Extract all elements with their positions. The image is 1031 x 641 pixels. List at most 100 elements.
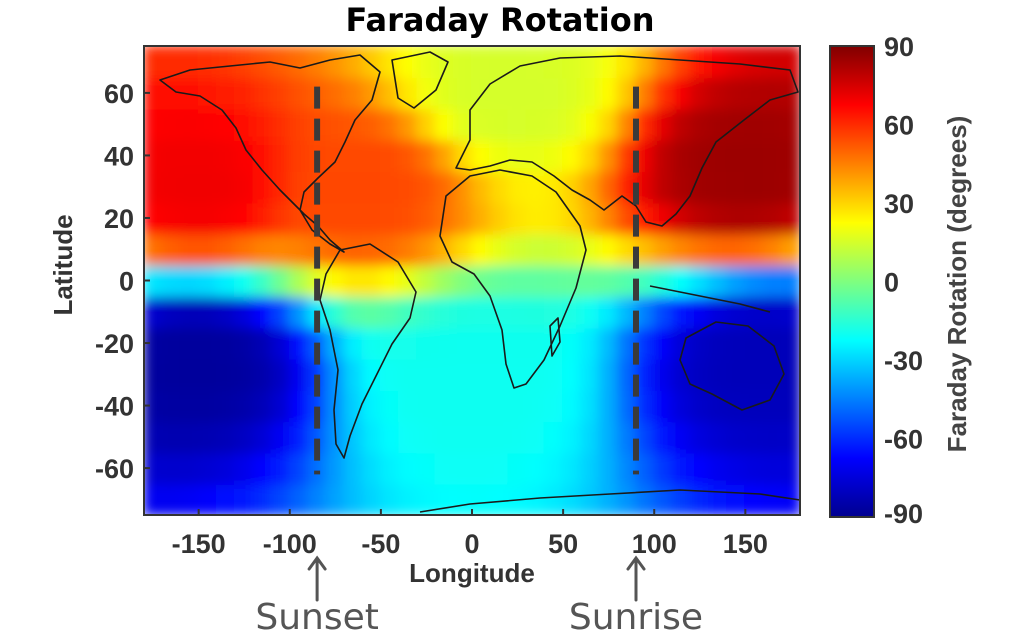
heatmap-cell [507, 201, 528, 235]
colorbar-tick-label: -30 [884, 346, 923, 376]
heatmap-cell [452, 46, 473, 79]
heatmap-cell [343, 451, 364, 485]
colorbar [829, 45, 875, 518]
heatmap-cell [197, 138, 218, 173]
heatmap-cell [489, 76, 510, 110]
heatmap-cell [197, 107, 218, 141]
heatmap-cell [343, 138, 364, 173]
heatmap-cell [434, 420, 455, 454]
heatmap-cell [270, 295, 291, 329]
heatmap-cell [762, 451, 783, 485]
heatmap-cell [489, 170, 510, 204]
heatmap-cell [707, 295, 729, 329]
heatmap-cell [780, 420, 800, 454]
heatmap-cell [689, 388, 710, 423]
heatmap-cell [471, 451, 492, 485]
heatmap-cell [671, 138, 692, 173]
heatmap-cell [379, 263, 401, 298]
heatmap-cell [452, 295, 473, 329]
heatmap-cell [234, 46, 255, 79]
heatmap-cell [616, 138, 637, 173]
heatmap-cell [616, 326, 637, 360]
heatmap-cell [653, 451, 674, 485]
heatmap-cell [489, 138, 510, 173]
heatmap-cell [635, 295, 656, 329]
x-tick-label: 0 [464, 529, 479, 559]
heatmap-cell [616, 232, 637, 266]
heatmap-cell [197, 263, 218, 298]
heatmap-cell [197, 357, 218, 391]
heatmap-cell [489, 326, 510, 360]
heatmap-cell [307, 451, 328, 485]
heatmap-cell [252, 138, 273, 173]
heatmap-cell [489, 420, 510, 454]
heatmap-cell [671, 326, 692, 360]
heatmap-cell [379, 201, 401, 235]
heatmap-cell [215, 46, 237, 79]
heatmap-cell [361, 295, 382, 329]
heatmap-cell [288, 46, 309, 79]
heatmap-cell [288, 263, 309, 298]
y-axis-label: Latitude [48, 214, 78, 315]
heatmap-cell [635, 201, 656, 235]
heatmap-cell [744, 420, 765, 454]
heatmap-cell [416, 326, 437, 360]
heatmap-cell [489, 263, 510, 298]
heatmap-cell [598, 326, 619, 360]
heatmap-cell [616, 201, 637, 235]
heatmap-cell [343, 326, 364, 360]
heatmap-cell [434, 357, 455, 391]
heatmap-cell [144, 482, 164, 515]
heatmap-cell [215, 76, 237, 110]
heatmap-cell [653, 420, 674, 454]
heatmap-cell [653, 76, 674, 110]
heatmap-cell [270, 482, 291, 515]
heatmap-cell [234, 357, 255, 391]
heatmap-cell [543, 388, 565, 423]
heatmap-cell [398, 201, 419, 235]
heatmap-cell [215, 107, 237, 141]
heatmap-cell [234, 201, 255, 235]
heatmap-cell [288, 420, 309, 454]
heatmap-cell [471, 482, 492, 515]
y-tick-label: 60 [104, 79, 134, 109]
heatmap-cell [234, 107, 255, 141]
heatmap-cell [543, 263, 565, 298]
south-america-outline [319, 243, 417, 459]
heatmap-cell [744, 482, 765, 515]
heatmap-cell [434, 388, 455, 423]
heatmap-cell [234, 295, 255, 329]
heatmap-cell [744, 138, 765, 173]
heatmap-cell [489, 482, 510, 515]
heatmap-cell [416, 482, 437, 515]
heatmap-cell [434, 201, 455, 235]
heatmap-cell [762, 388, 783, 423]
heatmap-cell [489, 451, 510, 485]
heatmap-cell [252, 170, 273, 204]
heatmap-cell [543, 420, 565, 454]
heatmap-cell [288, 326, 309, 360]
heatmap-cell [288, 138, 309, 173]
heatmap-cell [525, 263, 546, 298]
heatmap-cell [707, 107, 729, 141]
heatmap-cell [161, 170, 182, 204]
heatmap-cell [525, 357, 546, 391]
heatmap-cell [689, 232, 710, 266]
y-tick-label: -60 [95, 454, 134, 484]
heatmap-cell [343, 232, 364, 266]
heatmap-cell [416, 263, 437, 298]
heatmap-cell [179, 451, 200, 485]
heatmap-cell [398, 482, 419, 515]
heatmap-cell [252, 388, 273, 423]
heatmap-cell [161, 451, 182, 485]
heatmap-cell [361, 170, 382, 204]
heatmap-cell [471, 388, 492, 423]
heatmap-cell [398, 138, 419, 173]
heatmap-cell [616, 170, 637, 204]
heatmap-cell [361, 138, 382, 173]
heatmap-cell [288, 388, 309, 423]
heatmap-cell [379, 388, 401, 423]
heatmap-cell [653, 138, 674, 173]
antarctica-outline [419, 489, 800, 513]
heatmap-cell [343, 295, 364, 329]
